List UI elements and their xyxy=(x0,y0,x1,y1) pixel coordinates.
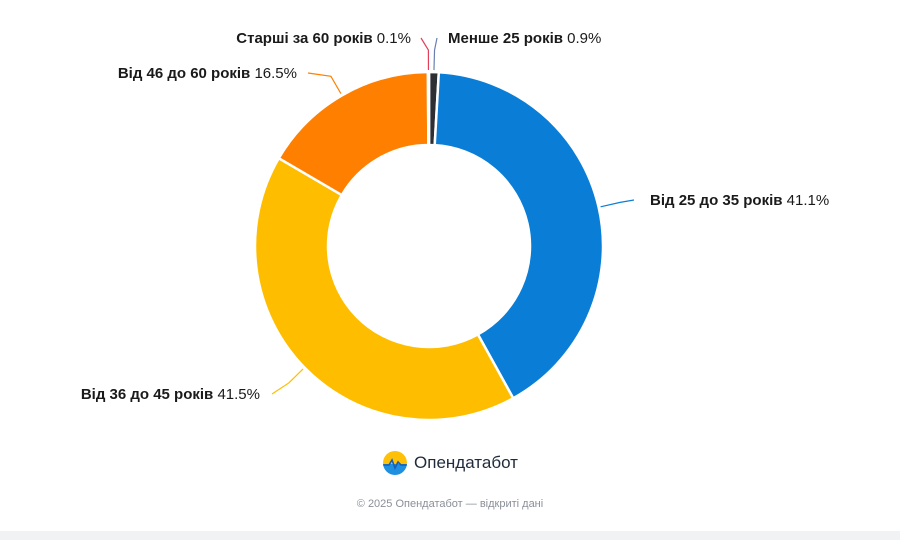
slice-label-value: 41.5% xyxy=(217,386,260,403)
slice-label-name: Менше 25 років xyxy=(448,30,567,47)
leader-line xyxy=(307,72,342,94)
brand: Опендатабот xyxy=(0,450,900,476)
slice-label-value: 0.1% xyxy=(377,30,411,47)
slice-label-name: Від 46 до 60 років xyxy=(118,65,255,82)
slice-label-value: 41.1% xyxy=(787,192,830,209)
donut-chart: Менше 25 років 0.9% Від 25 до 35 років 41… xyxy=(81,30,829,422)
leader-line xyxy=(420,37,430,71)
slice-label: Старші за 60 років 0.1% xyxy=(236,30,411,47)
brand-name: Опендатабот xyxy=(414,453,518,472)
slice-label-value: 16.5% xyxy=(254,65,297,82)
donut-slice[interactable] xyxy=(433,70,605,400)
slice-label-name: Від 36 до 45 років xyxy=(81,386,218,403)
slice-label: Менше 25 років 0.9% xyxy=(448,30,601,47)
slice-label: Від 46 до 60 років 16.5% xyxy=(118,65,297,82)
donut-slice[interactable] xyxy=(426,70,431,147)
slice-label-name: Старші за 60 років xyxy=(236,30,377,47)
slice-label: Від 36 до 45 років 41.5% xyxy=(81,386,260,403)
leader-line xyxy=(433,37,438,71)
leader-line xyxy=(600,199,635,208)
leader-line xyxy=(271,368,304,395)
slice-label-value: 0.9% xyxy=(567,30,601,47)
bottom-strip xyxy=(0,531,900,540)
footer-text: © 2025 Опендатабот — відкриті дані xyxy=(356,498,544,510)
donut-slice[interactable] xyxy=(253,156,515,422)
sun-sea-logo-icon xyxy=(383,451,408,475)
slice-label: Від 25 до 35 років 41.1% xyxy=(650,192,829,209)
slice-label-name: Від 25 до 35 років xyxy=(650,192,787,209)
